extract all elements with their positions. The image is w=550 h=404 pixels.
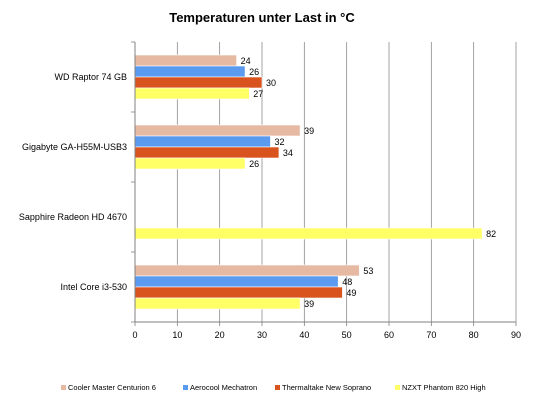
bar (134, 157, 246, 170)
x-tick-label: 20 (215, 330, 225, 340)
legend-swatch (275, 385, 280, 390)
x-tick-label: 30 (257, 330, 267, 340)
x-tick-label: 10 (172, 330, 182, 340)
legend: Cooler Master Centurion 6 Aerocool Mechat… (61, 383, 486, 392)
x-tick-label: 60 (384, 330, 394, 340)
legend-label: Thermaltake New Soprano (282, 383, 371, 392)
category-label: WD Raptor 74 GB (54, 72, 127, 82)
legend-swatch (395, 385, 400, 390)
data-label: 48 (342, 277, 352, 287)
legend-label: Cooler Master Centurion 6 (68, 383, 156, 392)
legend-swatch (61, 385, 66, 390)
bar (134, 76, 263, 89)
x-tick-label: 70 (426, 330, 436, 340)
category-label: Intel Core i3-530 (60, 282, 127, 292)
x-tick-label: 50 (342, 330, 352, 340)
bar (134, 146, 280, 159)
category-label: Sapphire Radeon HD 4670 (19, 212, 127, 222)
x-tick-label: 90 (511, 330, 521, 340)
legend-swatch (183, 385, 188, 390)
bar (134, 264, 360, 277)
data-label: 39 (304, 299, 314, 309)
data-label: 34 (283, 148, 293, 158)
axes: 0 10 20 30 40 50 60 70 80 90 WD Raptor 74 GB Gigaby… (19, 41, 521, 340)
data-label: 26 (249, 67, 259, 77)
bar (134, 54, 237, 67)
x-tick-label: 40 (299, 330, 309, 340)
bar (134, 65, 246, 78)
data-label: 32 (274, 137, 284, 147)
data-label: 26 (249, 159, 259, 169)
legend-label: Aerocool Mechatron (190, 383, 257, 392)
bar (134, 227, 483, 240)
bar (134, 286, 343, 299)
bar (134, 297, 301, 310)
data-label: 53 (363, 266, 373, 276)
bar (134, 135, 271, 148)
x-tick-label: 80 (469, 330, 479, 340)
bar (134, 124, 301, 137)
legend-label: NZXT Phantom 820 High (402, 383, 486, 392)
data-label: 39 (304, 126, 314, 136)
category-label: Gigabyte GA-H55M-USB3 (22, 142, 127, 152)
x-tick-label: 0 (132, 330, 137, 340)
data-label: 24 (241, 56, 251, 66)
bar (134, 275, 339, 288)
data-label: 27 (253, 89, 263, 99)
chart-title: Temperaturen unter Last in °C (169, 10, 355, 25)
bar (134, 87, 250, 100)
data-label: 49 (346, 288, 356, 298)
data-label: 30 (266, 78, 276, 88)
data-label: 82 (486, 229, 496, 239)
